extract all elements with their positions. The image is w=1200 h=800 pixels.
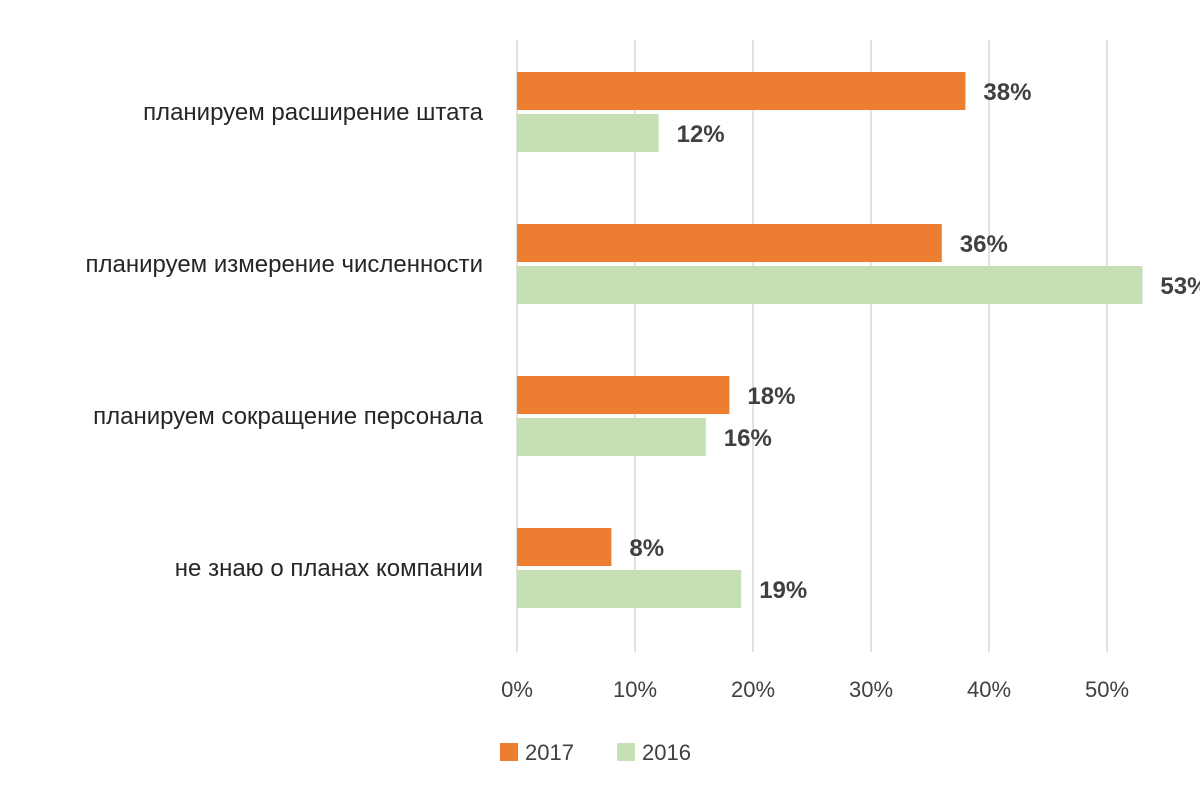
x-tick-label: 30% [849,677,893,702]
category-label: планируем сокращение персонала [93,403,484,430]
x-tick-label: 10% [613,677,657,702]
data-label: 38% [983,79,1031,106]
category-label: планируем расширение штата [143,99,484,126]
data-label: 16% [724,425,772,452]
bars [517,72,1143,608]
bar-2017-1 [517,72,966,110]
legend: 2017 2016 [500,740,691,765]
data-label: 53% [1160,273,1200,300]
bar-2017-4 [517,528,612,566]
bar-2016-1 [517,114,659,152]
category-label: не знаю о планах компании [175,555,483,582]
data-label: 12% [677,121,725,148]
x-tick-label: 20% [731,677,775,702]
legend-swatch-2017 [500,743,518,761]
bar-2017-3 [517,376,730,414]
data-label: 19% [759,577,807,604]
data-labels: 38% 36% 18% 8% 12% 53% 16% 19% [629,79,1200,604]
x-tick-label: 50% [1085,677,1129,702]
bar-2016-4 [517,570,742,608]
x-axis-tick-labels: 0%10%20%30%40%50%60% [501,677,1129,702]
x-tick-label: 0% [501,677,533,702]
x-tick-label: 40% [967,677,1011,702]
data-label: 8% [629,535,664,562]
bar-2016-2 [517,266,1143,304]
category-labels: планируем расширение штата планируем изме… [86,99,484,582]
legend-label: 2017 [525,740,574,765]
legend-swatch-2016 [617,743,635,761]
bar-2016-3 [517,418,706,456]
legend-label: 2016 [642,740,691,765]
bar-2017-2 [517,224,942,262]
data-label: 18% [747,383,795,410]
data-label: 36% [960,231,1008,258]
category-label: планируем измерение численности [86,251,483,278]
